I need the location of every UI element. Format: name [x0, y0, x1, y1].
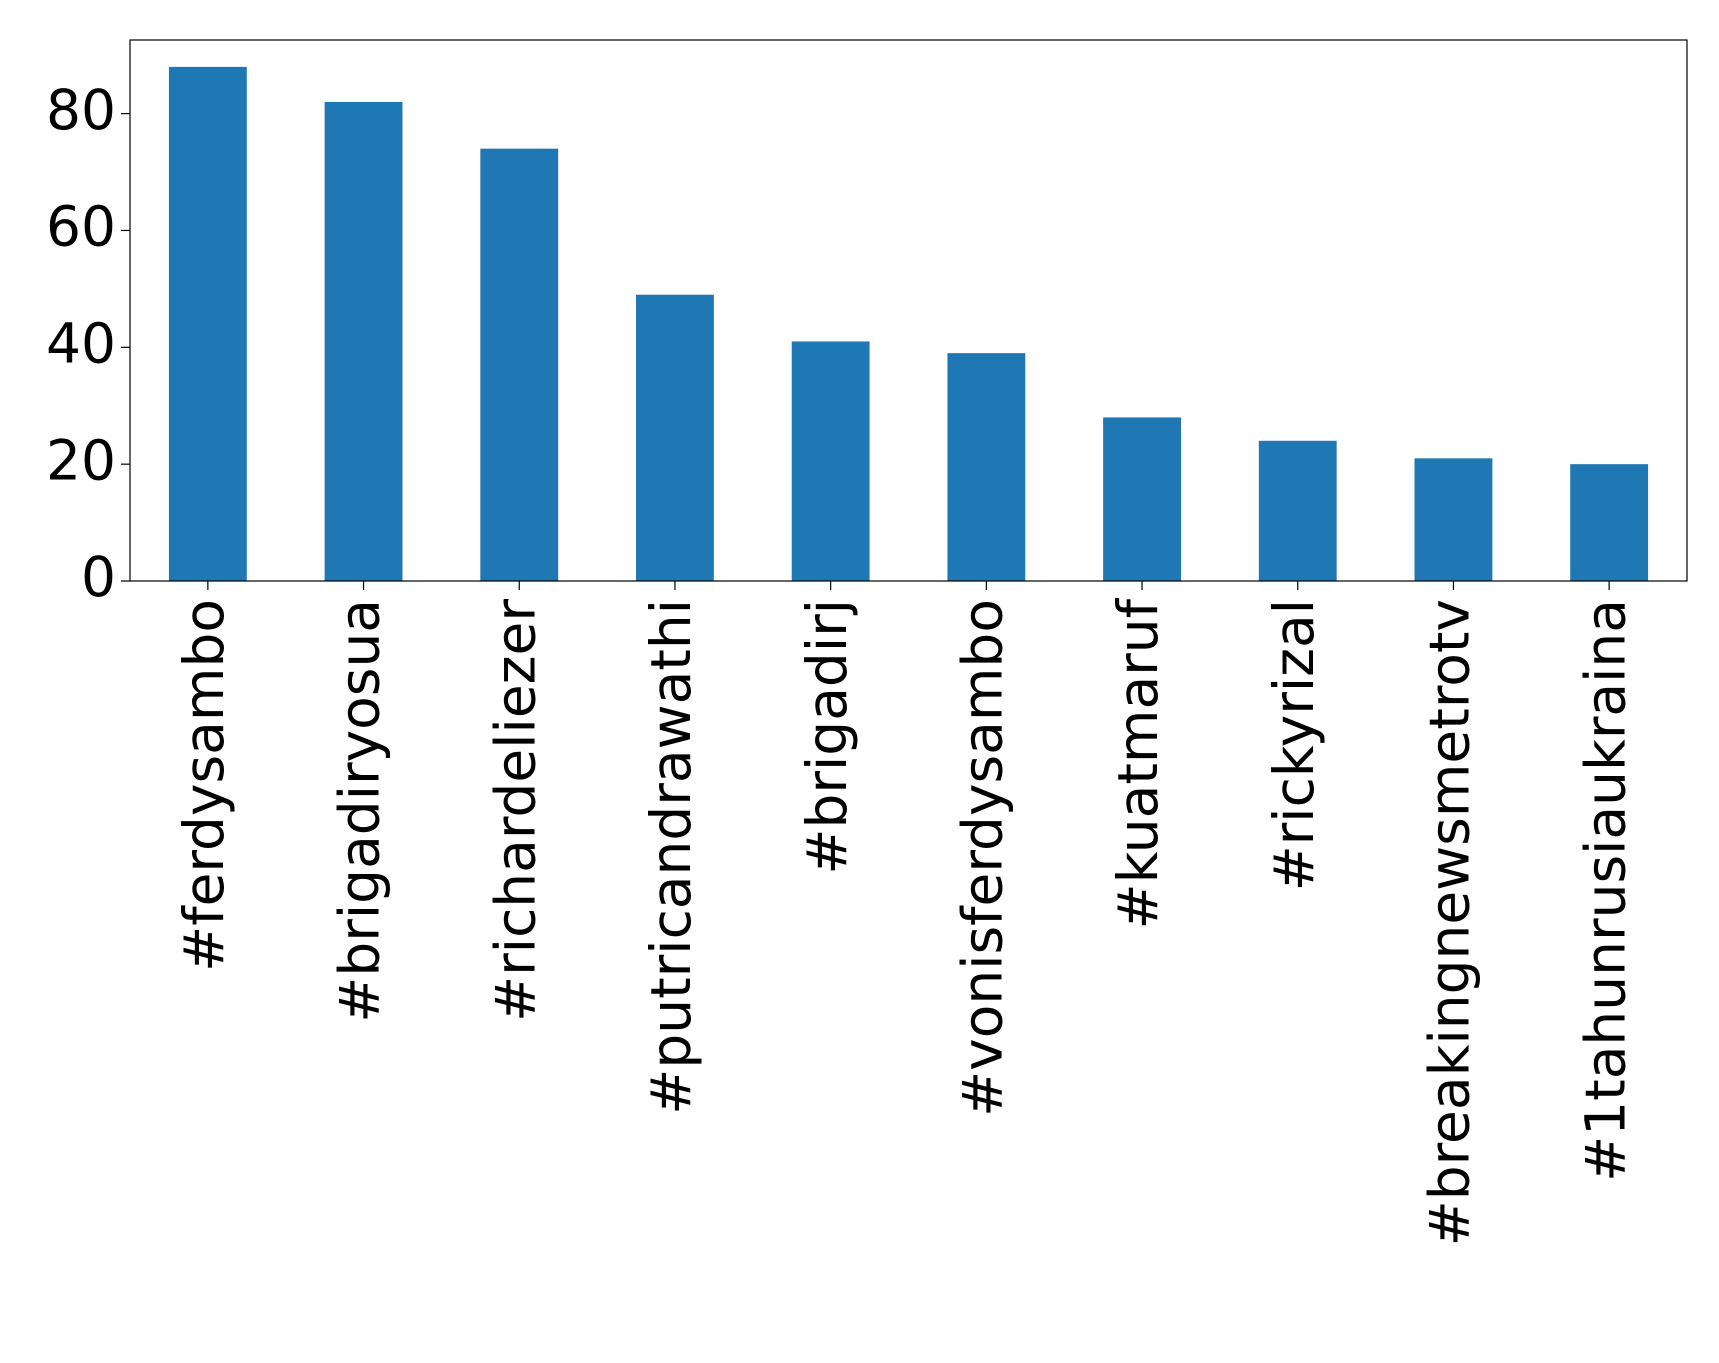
bar: [1414, 458, 1493, 581]
bar: [947, 353, 1026, 581]
x-tick-label: #breakingnewsmetrotv: [1418, 599, 1482, 1246]
x-tick-label: #brigadirj: [795, 599, 859, 875]
bar: [1103, 417, 1181, 581]
x-tick-label: #vonisferdysambo: [950, 599, 1014, 1117]
x-tick-label: #kuatmaruf: [1106, 597, 1170, 929]
y-tick-label: 40: [46, 311, 116, 375]
x-tick-label: #putricandrawathi: [639, 599, 703, 1115]
bar: [168, 66, 247, 581]
y-tick-label: 60: [46, 195, 116, 259]
x-tick-label: #rickyrizal: [1262, 599, 1326, 891]
bar: [324, 101, 403, 582]
bar: [1570, 464, 1649, 581]
bar: [636, 294, 714, 581]
bar: [1258, 440, 1337, 581]
y-tick-label: 20: [46, 428, 116, 492]
x-tick-label: #1tahunrusiaukraina: [1573, 599, 1637, 1182]
bar: [791, 341, 870, 581]
x-tick-label: #ferdysambo: [172, 599, 236, 972]
bar: [480, 148, 559, 581]
y-tick-label: 80: [46, 78, 116, 142]
x-tick-label: #brigadiryosua: [328, 599, 392, 1023]
y-tick-label: 0: [81, 545, 116, 609]
x-tick-label: #richardeliezer: [483, 599, 547, 1022]
plot-frame: [129, 39, 1688, 582]
